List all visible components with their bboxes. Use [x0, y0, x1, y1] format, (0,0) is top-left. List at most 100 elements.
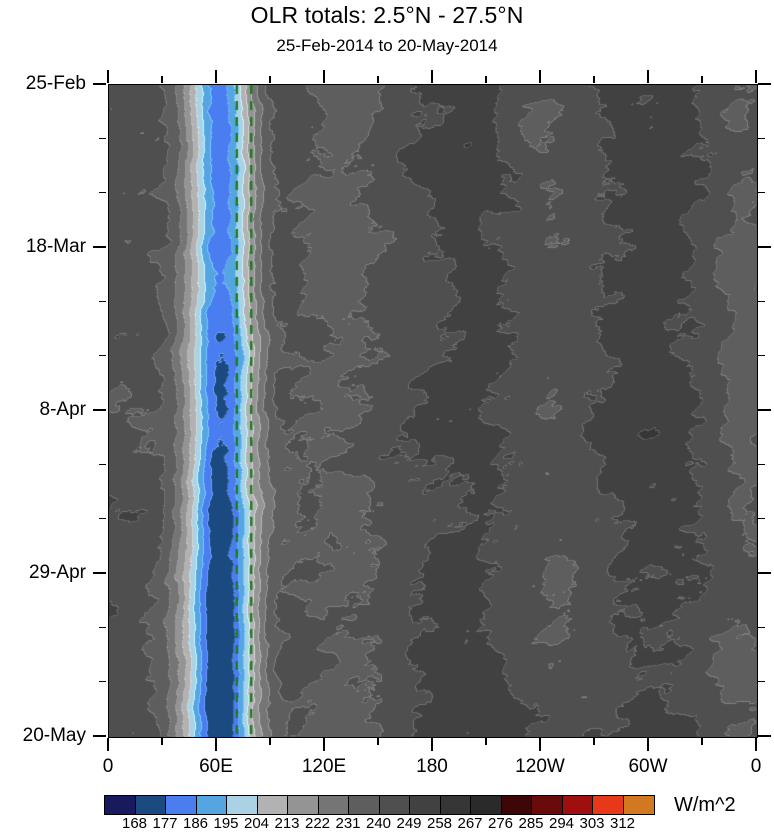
colorbar-tick-label: 276: [487, 815, 514, 832]
y-tick-minor-right: [758, 463, 765, 466]
x-axis-label: 60E: [199, 756, 233, 777]
x-tick-minor-bottom: [701, 738, 703, 745]
colorbar-swatch: [257, 796, 288, 814]
y-axis-label: 25-Feb: [25, 73, 86, 94]
y-tick-minor-right: [758, 300, 765, 303]
y-tick-minor-right: [758, 626, 765, 629]
x-tick-major-bottom: [323, 738, 325, 751]
y-tick-minor-left: [99, 354, 106, 357]
colorbar-swatch: [532, 796, 563, 814]
colorbar-swatch: [562, 796, 593, 814]
y-tick-minor-right: [758, 191, 765, 194]
y-tick-minor-left: [99, 300, 106, 303]
y-axis-label: 20-May: [22, 725, 86, 746]
y-tick-major-left: [93, 83, 106, 85]
x-tick-minor-bottom: [485, 738, 487, 745]
colorbar-swatch: [593, 796, 624, 814]
y-tick-minor-left: [99, 680, 106, 683]
y-tick-major-right: [758, 409, 771, 411]
colorbar-tick-label: 231: [335, 815, 361, 832]
y-tick-minor-left: [99, 137, 106, 140]
colorbar-swatch: [501, 796, 532, 814]
y-tick-major-right: [758, 246, 771, 248]
colorbar-swatch: [166, 796, 197, 814]
colorbar-tick-label: 294: [548, 815, 575, 832]
colorbar-tick-label: 222: [304, 815, 331, 832]
y-tick-major-right: [758, 83, 771, 85]
colorbar-swatch: [227, 796, 258, 814]
colorbar-tick-label: 249: [396, 815, 422, 832]
page-title: OLR totals: 2.5°N - 27.5°N: [250, 2, 524, 28]
x-tick-major-top: [647, 70, 649, 83]
x-tick-minor-top: [269, 76, 271, 83]
y-tick-minor-left: [99, 517, 106, 520]
x-tick-minor-bottom: [161, 738, 163, 745]
plot-area: [108, 84, 758, 738]
x-tick-minor-bottom: [269, 738, 271, 745]
y-tick-major-left: [93, 572, 106, 574]
x-axis-label: 180: [416, 756, 448, 777]
y-tick-major-left: [93, 735, 106, 737]
colorbar-swatch: [288, 796, 319, 814]
x-tick-major-top: [107, 70, 109, 83]
x-tick-major-bottom: [539, 738, 541, 751]
x-tick-major-bottom: [755, 738, 757, 751]
colorbar-tick-label: 258: [426, 815, 453, 832]
colorbar-tick-label: 312: [609, 815, 636, 832]
y-axis-label: 18-Mar: [25, 236, 86, 257]
colorbar: [104, 795, 655, 815]
y-tick-minor-right: [758, 517, 765, 520]
colorbar-tick-label: 204: [243, 815, 270, 832]
page-subtitle: 25-Feb-2014 to 20-May-2014: [276, 36, 498, 55]
y-tick-minor-left: [99, 626, 106, 629]
y-tick-minor-right: [758, 137, 765, 140]
y-tick-major-left: [93, 409, 106, 411]
y-tick-major-right: [758, 572, 771, 574]
colorbar-swatch: [410, 796, 441, 814]
y-tick-minor-left: [99, 463, 106, 466]
x-tick-major-top: [323, 70, 325, 83]
colorbar-tick-label: 213: [274, 815, 300, 832]
x-tick-minor-top: [701, 76, 703, 83]
colorbar-swatch: [349, 796, 380, 814]
colorbar-tick-label: 177: [152, 815, 178, 832]
colorbar-swatch: [105, 796, 136, 814]
x-tick-major-bottom: [107, 738, 109, 751]
x-tick-major-bottom: [215, 738, 217, 751]
colorbar-swatch: [623, 796, 654, 814]
x-tick-major-top: [431, 70, 433, 83]
x-axis-label: 120E: [301, 756, 347, 777]
x-tick-major-bottom: [431, 738, 433, 751]
y-tick-minor-right: [758, 354, 765, 357]
y-axis-label: 29-Apr: [28, 562, 86, 583]
y-tick-minor-right: [758, 680, 765, 683]
olr-heatmap-canvas: [109, 85, 757, 737]
colorbar-tick-label: 240: [365, 815, 392, 832]
colorbar-swatch: [196, 796, 227, 814]
colorbar-units-label: W/m^2: [674, 794, 736, 816]
x-axis-label: 60W: [628, 756, 668, 777]
y-axis-label: 8-Apr: [39, 399, 86, 420]
colorbar-swatch: [471, 796, 502, 814]
x-tick-major-bottom: [647, 738, 649, 751]
colorbar-swatch: [135, 796, 166, 814]
x-tick-major-top: [539, 70, 541, 83]
x-axis-label: 120W: [515, 756, 565, 777]
y-tick-major-right: [758, 735, 771, 737]
y-tick-major-left: [93, 246, 106, 248]
colorbar-tick-labels: 168 177 186 195 204 213 222 231 240 249 258 267 276 2…: [104, 815, 653, 835]
colorbar-tick-label: 195: [213, 815, 239, 832]
y-tick-minor-left: [99, 191, 106, 194]
x-axis-label: 0: [102, 756, 114, 777]
x-tick-minor-top: [593, 76, 595, 83]
x-tick-minor-top: [485, 76, 487, 83]
x-tick-minor-bottom: [377, 738, 379, 745]
colorbar-tick-label: 267: [457, 815, 483, 832]
x-tick-minor-top: [377, 76, 379, 83]
colorbar-tick-label: 303: [579, 815, 605, 832]
colorbar-tick-label: 186: [182, 815, 209, 832]
colorbar-tick-label: 168: [121, 815, 148, 832]
x-tick-minor-top: [161, 76, 163, 83]
colorbar-tick-label: 285: [518, 815, 544, 832]
colorbar-swatch: [440, 796, 471, 814]
